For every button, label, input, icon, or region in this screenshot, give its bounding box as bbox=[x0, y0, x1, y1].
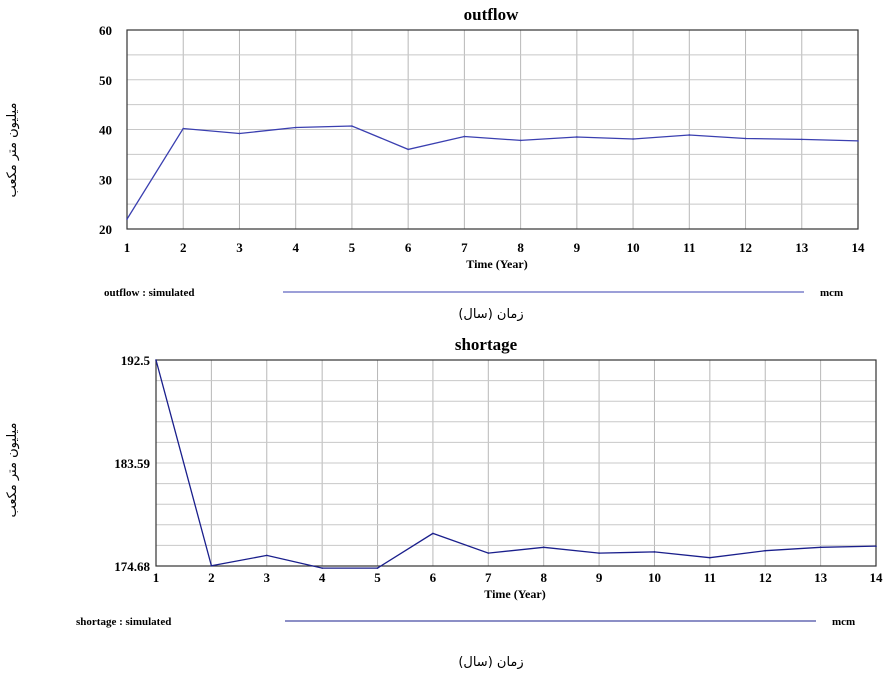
chart2-xtick-label: 4 bbox=[319, 570, 326, 585]
chart2-caption: زمان (سال) bbox=[458, 655, 523, 670]
chart1-xtick-label: 7 bbox=[461, 240, 468, 255]
chart1-data-point bbox=[407, 148, 409, 151]
chart2-frame bbox=[155, 359, 877, 567]
chart1-xtick-label: 4 bbox=[292, 240, 299, 255]
chart2-data-point bbox=[376, 567, 379, 569]
chart2-data-point bbox=[764, 549, 767, 552]
chart1-ylabel: میلیون متر مکعب bbox=[5, 103, 20, 198]
chart1-xtick-label: 10 bbox=[627, 240, 640, 255]
chart1-series-line bbox=[126, 125, 859, 220]
chart2-title: shortage bbox=[455, 335, 518, 354]
chart1-ytick-label: 50 bbox=[99, 73, 112, 88]
chart1-data-point bbox=[632, 138, 634, 140]
chart1-ytick-label: 20 bbox=[99, 222, 112, 237]
chart2-xtick-label: 5 bbox=[374, 570, 381, 585]
chart1-xtick-label: 9 bbox=[574, 240, 581, 255]
chart2-ytick-label: 183.59 bbox=[114, 456, 150, 471]
chart1-ytick-label: 40 bbox=[99, 123, 112, 138]
chart2-ytick-label: 174.68 bbox=[114, 559, 150, 574]
chart1-title: outflow bbox=[464, 5, 520, 24]
chart2-data-point bbox=[487, 552, 490, 554]
chart2-xtick-label: 10 bbox=[648, 570, 661, 585]
chart1-data-point bbox=[463, 135, 466, 138]
chart2-ytick-label: 192.5 bbox=[121, 353, 151, 368]
chart2-xtick-label: 2 bbox=[208, 570, 215, 585]
chart1-xtick-label: 8 bbox=[517, 240, 524, 255]
chart2-data-point bbox=[819, 546, 822, 549]
chart1-legend-unit: mcm bbox=[820, 287, 843, 299]
chart1-data-point bbox=[351, 125, 353, 127]
chart1-xtick-label: 2 bbox=[180, 240, 187, 255]
chart1-frame bbox=[126, 29, 859, 230]
chart2-xtick-label: 8 bbox=[540, 570, 547, 585]
chart1-caption: زمان (سال) bbox=[458, 307, 523, 322]
chart2-data-point bbox=[542, 546, 545, 549]
chart2-data-point bbox=[709, 556, 711, 559]
chart2-xtick-label: 12 bbox=[759, 570, 772, 585]
chart1-xtick-label: 11 bbox=[683, 240, 695, 255]
chart2-data-point bbox=[155, 359, 157, 361]
chart2-data-point bbox=[432, 532, 434, 535]
chart1-legend-label: outflow : simulated bbox=[104, 287, 194, 299]
chart2-xtick-label: 3 bbox=[264, 570, 271, 585]
chart2-data-point bbox=[210, 564, 213, 567]
chart1-xtick-label: 12 bbox=[739, 240, 752, 255]
chart1-data-point bbox=[688, 134, 691, 136]
chart1-data-point bbox=[744, 137, 747, 140]
chart1-xtick-label: 13 bbox=[795, 240, 809, 255]
chart1-data-point bbox=[294, 126, 297, 129]
chart1-data-point bbox=[576, 136, 578, 138]
chart1-xtick-label: 5 bbox=[349, 240, 356, 255]
chart2-series-line bbox=[155, 359, 877, 569]
chart1-data-point bbox=[182, 127, 185, 130]
chart2-data-point bbox=[265, 554, 268, 557]
chart2-data-point bbox=[875, 545, 877, 547]
chart1-ytick-label: 30 bbox=[99, 172, 112, 187]
chart2-xlabel: Time (Year) bbox=[484, 587, 545, 601]
chart2-ylabel: میلیون متر مکعب bbox=[5, 423, 20, 518]
chart1-data-point bbox=[800, 138, 803, 141]
chart2-legend-unit: mcm bbox=[832, 616, 855, 628]
chart2-legend-label: shortage : simulated bbox=[76, 616, 171, 628]
chart1-xlabel: Time (Year) bbox=[466, 257, 527, 271]
chart1-data-point bbox=[857, 140, 859, 142]
chart2-xtick-label: 9 bbox=[596, 570, 603, 585]
chart1-xtick-label: 14 bbox=[852, 240, 866, 255]
chart2-xtick-label: 11 bbox=[704, 570, 716, 585]
chart1-data-point bbox=[126, 218, 128, 220]
chart1-data-point bbox=[238, 132, 241, 135]
chart2-xtick-label: 1 bbox=[153, 570, 160, 585]
chart2-xtick-label: 14 bbox=[870, 570, 884, 585]
chart2-xtick-label: 13 bbox=[814, 570, 828, 585]
chart2-data-point bbox=[321, 567, 323, 569]
chart1-ytick-label: 60 bbox=[99, 23, 112, 38]
chart2-data-point bbox=[653, 551, 656, 553]
chart1-xtick-label: 6 bbox=[405, 240, 412, 255]
chart2-xtick-label: 7 bbox=[485, 570, 492, 585]
chart2-xtick-label: 6 bbox=[430, 570, 437, 585]
chart1-xtick-label: 1 bbox=[124, 240, 131, 255]
chart1-xtick-label: 3 bbox=[236, 240, 243, 255]
chart1-data-point bbox=[519, 139, 522, 142]
chart2-data-point bbox=[598, 552, 600, 554]
